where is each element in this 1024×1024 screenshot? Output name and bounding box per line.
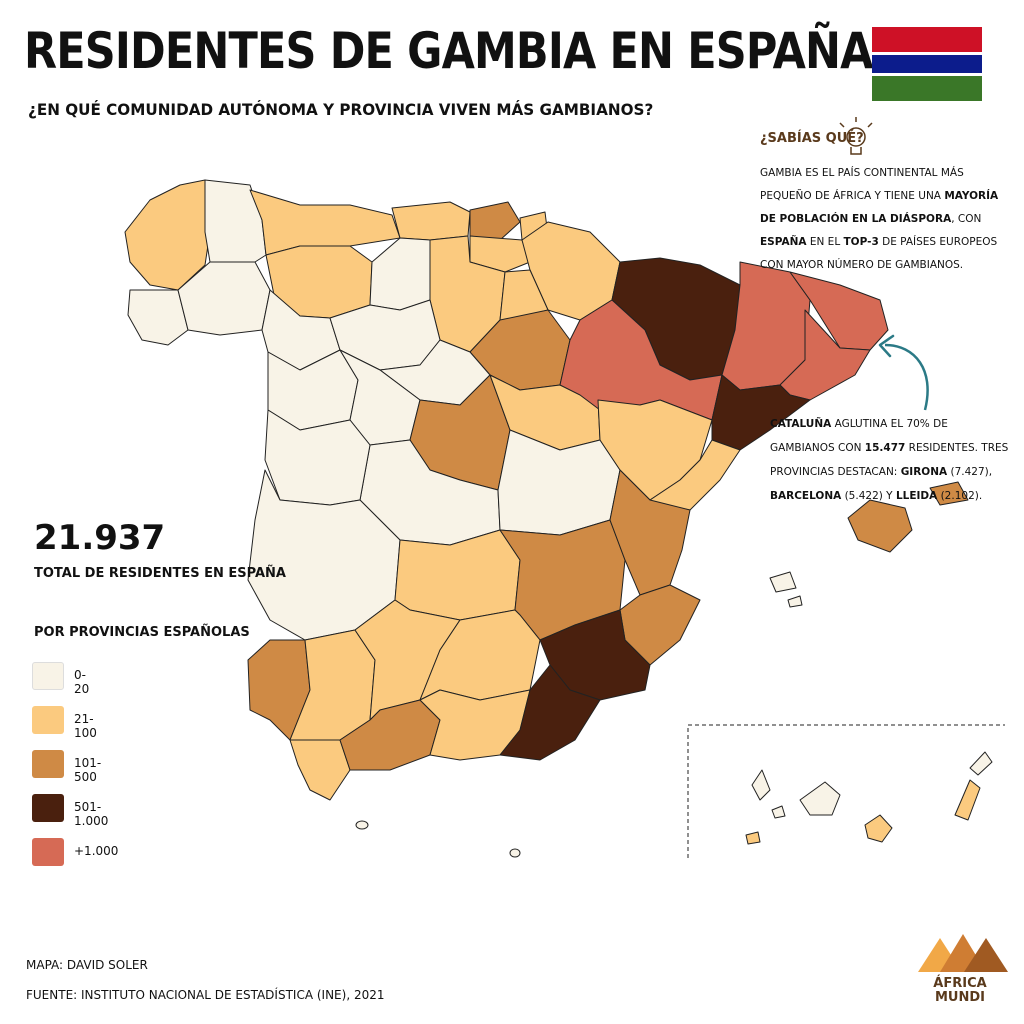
flag-stripe-blue bbox=[872, 55, 982, 73]
legend-title: POR PROVINCIAS ESPAÑOLAS bbox=[34, 625, 250, 640]
legend-swatch bbox=[32, 794, 64, 822]
province-bizkaia bbox=[469, 201, 521, 241]
cataluna-callout: CATALUÑA AGLUTINA EL 70% DE GAMBIANOS CO… bbox=[770, 418, 1009, 502]
province-canarias-fuerteventura bbox=[954, 779, 981, 821]
province-canarias-la-gomera bbox=[771, 805, 786, 819]
gambia-flag bbox=[872, 27, 982, 101]
legend-label: +1.000 bbox=[74, 844, 119, 858]
fact-text: GAMBIA ES EL PAÍS CONTINENTAL MÁS PEQUEÑ… bbox=[760, 167, 999, 271]
province-canarias-el-hierro bbox=[745, 831, 761, 845]
province-canarias-gran-canaria bbox=[864, 814, 893, 843]
province-murcia bbox=[539, 609, 651, 701]
legend-label: 501-1.000 bbox=[74, 800, 109, 828]
source-credit: FUENTE: INSTITUTO NACIONAL DE ESTADÍSTIC… bbox=[26, 988, 385, 1002]
legend-label: 0-20 bbox=[74, 668, 90, 696]
total-residents-value: 21.937 bbox=[34, 518, 166, 558]
africa-mundi-logo bbox=[918, 930, 1008, 980]
arrow-head bbox=[878, 334, 895, 358]
ceuta bbox=[355, 820, 369, 830]
fact-title: ¿SABÍAS QUÉ? bbox=[760, 131, 864, 146]
total-residents-label: TOTAL DE RESIDENTES EN ESPAÑA bbox=[34, 566, 286, 581]
cataluna-arrow bbox=[884, 343, 929, 411]
canarias-inset-frame bbox=[687, 724, 1005, 858]
province-baleares-menorca bbox=[929, 481, 969, 506]
flag-stripe-green bbox=[872, 76, 982, 101]
province-palencia bbox=[369, 237, 431, 311]
province-baleares-ibiza bbox=[769, 571, 797, 593]
legend-label: 21-100 bbox=[74, 712, 97, 740]
legend-swatch bbox=[32, 838, 64, 866]
province-baleares-mallorca bbox=[847, 499, 913, 553]
melilla bbox=[509, 848, 521, 858]
province-canarias-lanzarote bbox=[969, 751, 993, 776]
province-cantabria bbox=[391, 201, 471, 241]
province-pontevedra bbox=[127, 289, 189, 346]
flag-stripe-red bbox=[872, 27, 982, 52]
province-cadiz bbox=[289, 739, 351, 801]
map-credit: MAPA: DAVID SOLER bbox=[26, 958, 148, 972]
province-asturias bbox=[249, 189, 401, 256]
page-subtitle: ¿EN QUÉ COMUNIDAD AUTÓNOMA Y PROVINCIA V… bbox=[28, 100, 654, 119]
logo-text: ÁFRICA MUNDI bbox=[933, 976, 987, 1005]
legend-swatch bbox=[32, 662, 64, 690]
province-canarias-tenerife bbox=[799, 781, 841, 816]
province-almeria bbox=[499, 664, 601, 761]
logo-peak-right bbox=[964, 938, 1008, 972]
province-tarragona bbox=[711, 374, 811, 451]
legend-swatch bbox=[32, 706, 64, 734]
lightbulb-icon bbox=[839, 117, 873, 155]
province-canarias-la-palma bbox=[751, 769, 771, 801]
legend-label: 101-500 bbox=[74, 756, 102, 784]
province-ciudad-real bbox=[394, 529, 521, 621]
legend-swatch bbox=[32, 750, 64, 778]
province-baleares-formentera bbox=[787, 595, 803, 608]
province-girona bbox=[789, 271, 889, 351]
page-title: RESIDENTES DE GAMBIA EN ESPAÑA bbox=[24, 22, 873, 80]
